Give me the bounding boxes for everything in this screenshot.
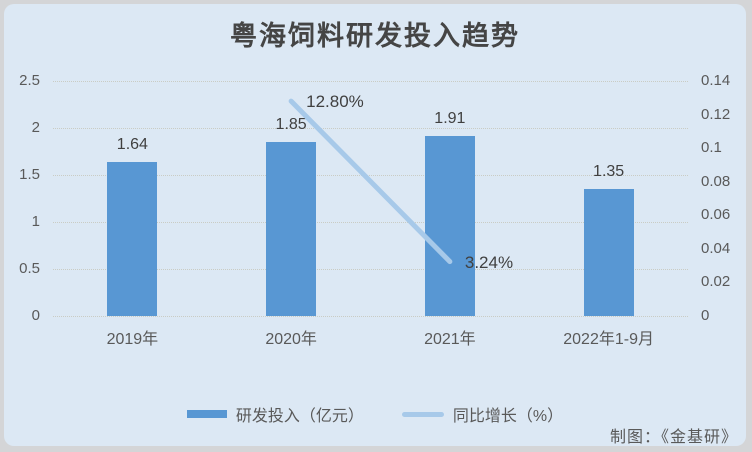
chart-panel: 粤海饲料研发投入趋势 2.5 2 1.5 1 0.5 0 0.14 0.12 0.1 0.08 0.… (4, 4, 746, 446)
gridline (53, 128, 688, 129)
bar-value-label: 1.35 (593, 163, 625, 181)
right-axis-tick-label: 0.14 (701, 72, 731, 89)
gridline (53, 175, 688, 176)
right-axis-tick-label: 0.1 (701, 139, 722, 157)
category-label: 2019年 (106, 331, 159, 348)
right-axis-tick-label: 0.12 (701, 105, 731, 123)
left-axis-tick-label: 0.5 (19, 260, 40, 277)
left-axis-tick-label: 2.5 (19, 72, 40, 89)
category-label: 2022年1-9月 (563, 331, 654, 348)
bar (266, 142, 317, 316)
bar (583, 189, 634, 316)
right-axis-tick-label: 0.04 (701, 239, 731, 257)
bar-value-label: 1.64 (116, 135, 148, 153)
right-axis-tick-label: 0 (701, 307, 710, 324)
legend-item-line-series: 同比增长（%） (401, 402, 564, 426)
category-label: 2021年 (424, 331, 476, 348)
left-axis-tick-label: 1 (31, 213, 40, 230)
chart-title: 粤海饲料研发投入趋势 (230, 21, 520, 52)
legend-label: 同比增长（%） (452, 408, 564, 425)
gridline (53, 81, 688, 82)
bar (424, 136, 475, 316)
right-axis-tick-label: 0.08 (701, 172, 731, 190)
legend-item-bar-series: 研发投入（亿元） (186, 402, 364, 426)
bar (107, 161, 158, 316)
credit-text: 制图：《金基研》 (609, 429, 738, 446)
gridline (53, 316, 688, 317)
legend-label: 研发投入（亿元） (235, 408, 364, 425)
left-axis-tick-label: 2 (31, 119, 40, 136)
gridline (53, 269, 688, 270)
right-axis-tick-label: 0.06 (701, 206, 731, 224)
trend-line (288, 98, 453, 265)
plot-area: 2.5 2 1.5 1 0.5 0 0.14 0.12 0.1 0.08 0.06 0.04 0.02 0… (4, 4, 746, 446)
left-axis-tick-label: 1.5 (19, 166, 40, 183)
category-label: 2020年 (265, 331, 317, 348)
line-point-label: 12.80% (306, 92, 364, 112)
legend: 研发投入（亿元） 同比增长（%） (4, 402, 746, 426)
left-axis-tick-label: 0 (31, 307, 40, 324)
right-axis-tick-label: 0.02 (701, 273, 731, 291)
bar-value-label: 1.85 (275, 116, 307, 134)
gridline (53, 222, 688, 223)
line-point-label: 3.24% (464, 252, 514, 272)
line-series-swatch-icon (401, 411, 444, 417)
bar-series-swatch-icon (186, 410, 227, 418)
bar-value-label: 1.91 (434, 110, 466, 128)
